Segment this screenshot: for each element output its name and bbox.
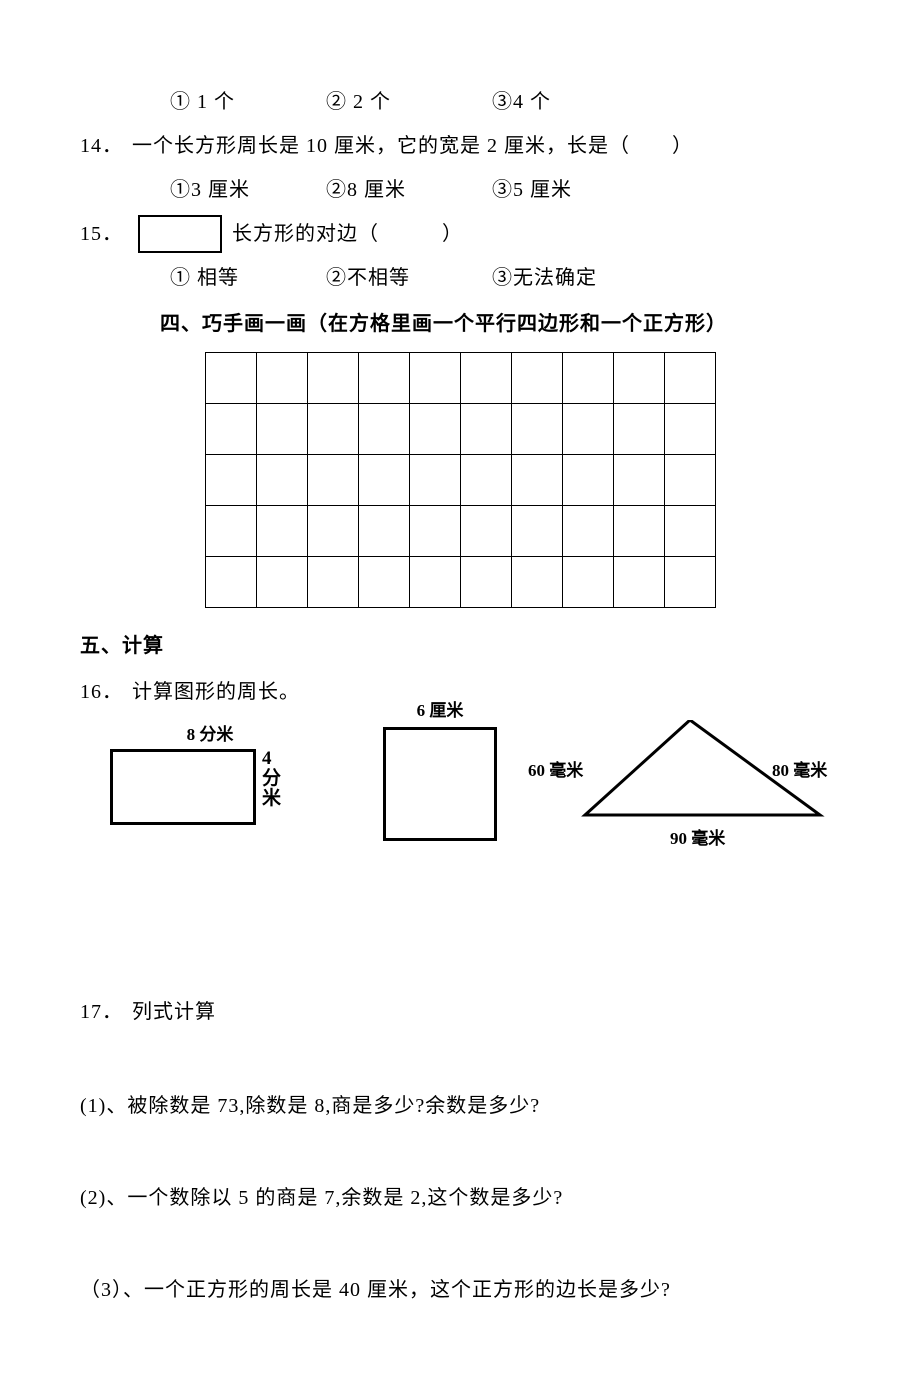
q16-rect-height-label: 4 分 米 xyxy=(262,749,281,809)
grid-cell xyxy=(409,506,460,557)
drawing-grid-wrap xyxy=(80,352,840,608)
q15-options: ① 相等 ②不相等 ③无法确定 xyxy=(80,256,840,300)
q13-options: ① 1 个 ② 2 个 ③4 个 xyxy=(80,80,840,124)
q15: 15． 长方形的对边（ ） xyxy=(80,212,840,256)
grid-cell xyxy=(562,353,613,404)
grid-cell xyxy=(562,506,613,557)
q14-text: 一个长方形周长是 10 厘米，它的宽是 2 厘米，长是（ ） xyxy=(132,135,693,157)
q13-opt-3: ③4 个 xyxy=(492,80,632,124)
grid-cell xyxy=(256,557,307,608)
grid-cell xyxy=(307,353,358,404)
q16-rect-h-char-3: 米 xyxy=(262,789,281,809)
grid-cell xyxy=(613,455,664,506)
q14: 14．一个长方形周长是 10 厘米，它的宽是 2 厘米，长是（ ） xyxy=(80,124,840,168)
grid-cell xyxy=(256,506,307,557)
q16-square: 6 厘米 xyxy=(360,696,520,841)
grid-cell xyxy=(307,506,358,557)
q17-heading: 17．列式计算 xyxy=(80,990,840,1034)
grid-cell xyxy=(664,353,715,404)
grid-cell xyxy=(256,404,307,455)
grid-cell xyxy=(613,506,664,557)
grid-cell xyxy=(562,455,613,506)
q16-rect-h-char-2: 分 xyxy=(262,769,281,789)
q13-opt-2: ② 2 个 xyxy=(326,80,486,124)
section4-title: 四、巧手画一画（在方格里画一个平行四边形和一个正方形） xyxy=(80,300,840,348)
grid-cell xyxy=(358,506,409,557)
grid-cell xyxy=(205,404,256,455)
q15-rectangle-icon xyxy=(138,215,222,253)
q16-rect-width-label: 8 分米 xyxy=(110,720,310,745)
grid-cell xyxy=(205,455,256,506)
grid-cell xyxy=(664,455,715,506)
grid-cell xyxy=(562,404,613,455)
q17-number: 17． xyxy=(80,990,132,1034)
grid-cell xyxy=(409,455,460,506)
grid-cell xyxy=(664,404,715,455)
worksheet-page: ① 1 个 ② 2 个 ③4 个 14．一个长方形周长是 10 厘米，它的宽是 … xyxy=(0,0,920,1390)
grid-cell xyxy=(613,557,664,608)
q15-opt-3: ③无法确定 xyxy=(492,256,632,300)
grid-cell xyxy=(664,557,715,608)
grid-cell xyxy=(511,404,562,455)
grid-cell xyxy=(358,455,409,506)
grid-cell xyxy=(460,506,511,557)
q14-options: ①3 厘米 ②8 厘米 ③5 厘米 xyxy=(80,168,840,212)
q13-opt-1: ① 1 个 xyxy=(170,80,320,124)
q17: 17．列式计算 (1)、被除数是 73,除数是 8,商是多少?余数是多少? (2… xyxy=(80,990,840,1310)
grid-cell xyxy=(358,557,409,608)
drawing-grid xyxy=(205,352,716,608)
q15-opt-2: ②不相等 xyxy=(326,256,486,300)
grid-cell xyxy=(613,353,664,404)
q16-rectangle: 8 分米 4 分 米 xyxy=(110,720,310,825)
q16-rect-shape xyxy=(110,749,256,825)
q16-text: 计算图形的周长。 xyxy=(132,681,300,703)
q16-square-label: 6 厘米 xyxy=(360,696,520,721)
grid-cell xyxy=(460,455,511,506)
grid-cell xyxy=(664,506,715,557)
q15-opt-1: ① 相等 xyxy=(170,256,320,300)
grid-cell xyxy=(511,455,562,506)
q17-sub-3: （3）、一个正方形的周长是 40 厘米，这个正方形的边长是多少? xyxy=(80,1270,840,1310)
q17-text: 列式计算 xyxy=(132,1001,216,1023)
grid-cell xyxy=(358,404,409,455)
grid-cell xyxy=(511,353,562,404)
q14-opt-1: ①3 厘米 xyxy=(170,168,320,212)
q14-number: 14． xyxy=(80,124,132,168)
q14-opt-2: ②8 厘米 xyxy=(326,168,486,212)
grid-cell xyxy=(409,404,460,455)
grid-cell xyxy=(358,353,409,404)
grid-cell xyxy=(511,506,562,557)
q15-number: 15． xyxy=(80,212,132,256)
q16-figures: 8 分米 4 分 米 6 厘米 60 毫米 80 毫米 90 毫米 xyxy=(80,720,840,900)
grid-cell xyxy=(307,404,358,455)
q16-number: 16． xyxy=(80,670,132,714)
q16-square-shape xyxy=(383,727,497,841)
grid-cell xyxy=(256,455,307,506)
q15-text: 长方形的对边（ ） xyxy=(232,212,463,256)
grid-cell xyxy=(562,557,613,608)
grid-cell xyxy=(460,404,511,455)
q14-opt-3: ③5 厘米 xyxy=(492,168,632,212)
grid-cell xyxy=(205,557,256,608)
grid-cell xyxy=(409,557,460,608)
q16-tri-a-label: 60 毫米 xyxy=(528,756,583,781)
grid-cell xyxy=(307,557,358,608)
grid-cell xyxy=(460,353,511,404)
grid-cell xyxy=(256,353,307,404)
q16-triangle: 60 毫米 80 毫米 90 毫米 xyxy=(540,720,860,835)
q17-sub-1: (1)、被除数是 73,除数是 8,商是多少?余数是多少? xyxy=(80,1086,840,1126)
q16-rect-h-char-1: 4 xyxy=(262,749,281,769)
grid-cell xyxy=(205,353,256,404)
section5-title: 五、计算 xyxy=(80,622,840,670)
grid-cell xyxy=(307,455,358,506)
q17-sub-2: (2)、一个数除以 5 的商是 7,余数是 2,这个数是多少? xyxy=(80,1178,840,1218)
q16-rect-body: 4 分 米 xyxy=(110,749,310,825)
q16-tri-c-label: 90 毫米 xyxy=(670,824,725,849)
grid-cell xyxy=(460,557,511,608)
grid-cell xyxy=(205,506,256,557)
grid-cell xyxy=(511,557,562,608)
grid-cell xyxy=(409,353,460,404)
grid-cell xyxy=(613,404,664,455)
q16-tri-b-label: 80 毫米 xyxy=(772,756,827,781)
